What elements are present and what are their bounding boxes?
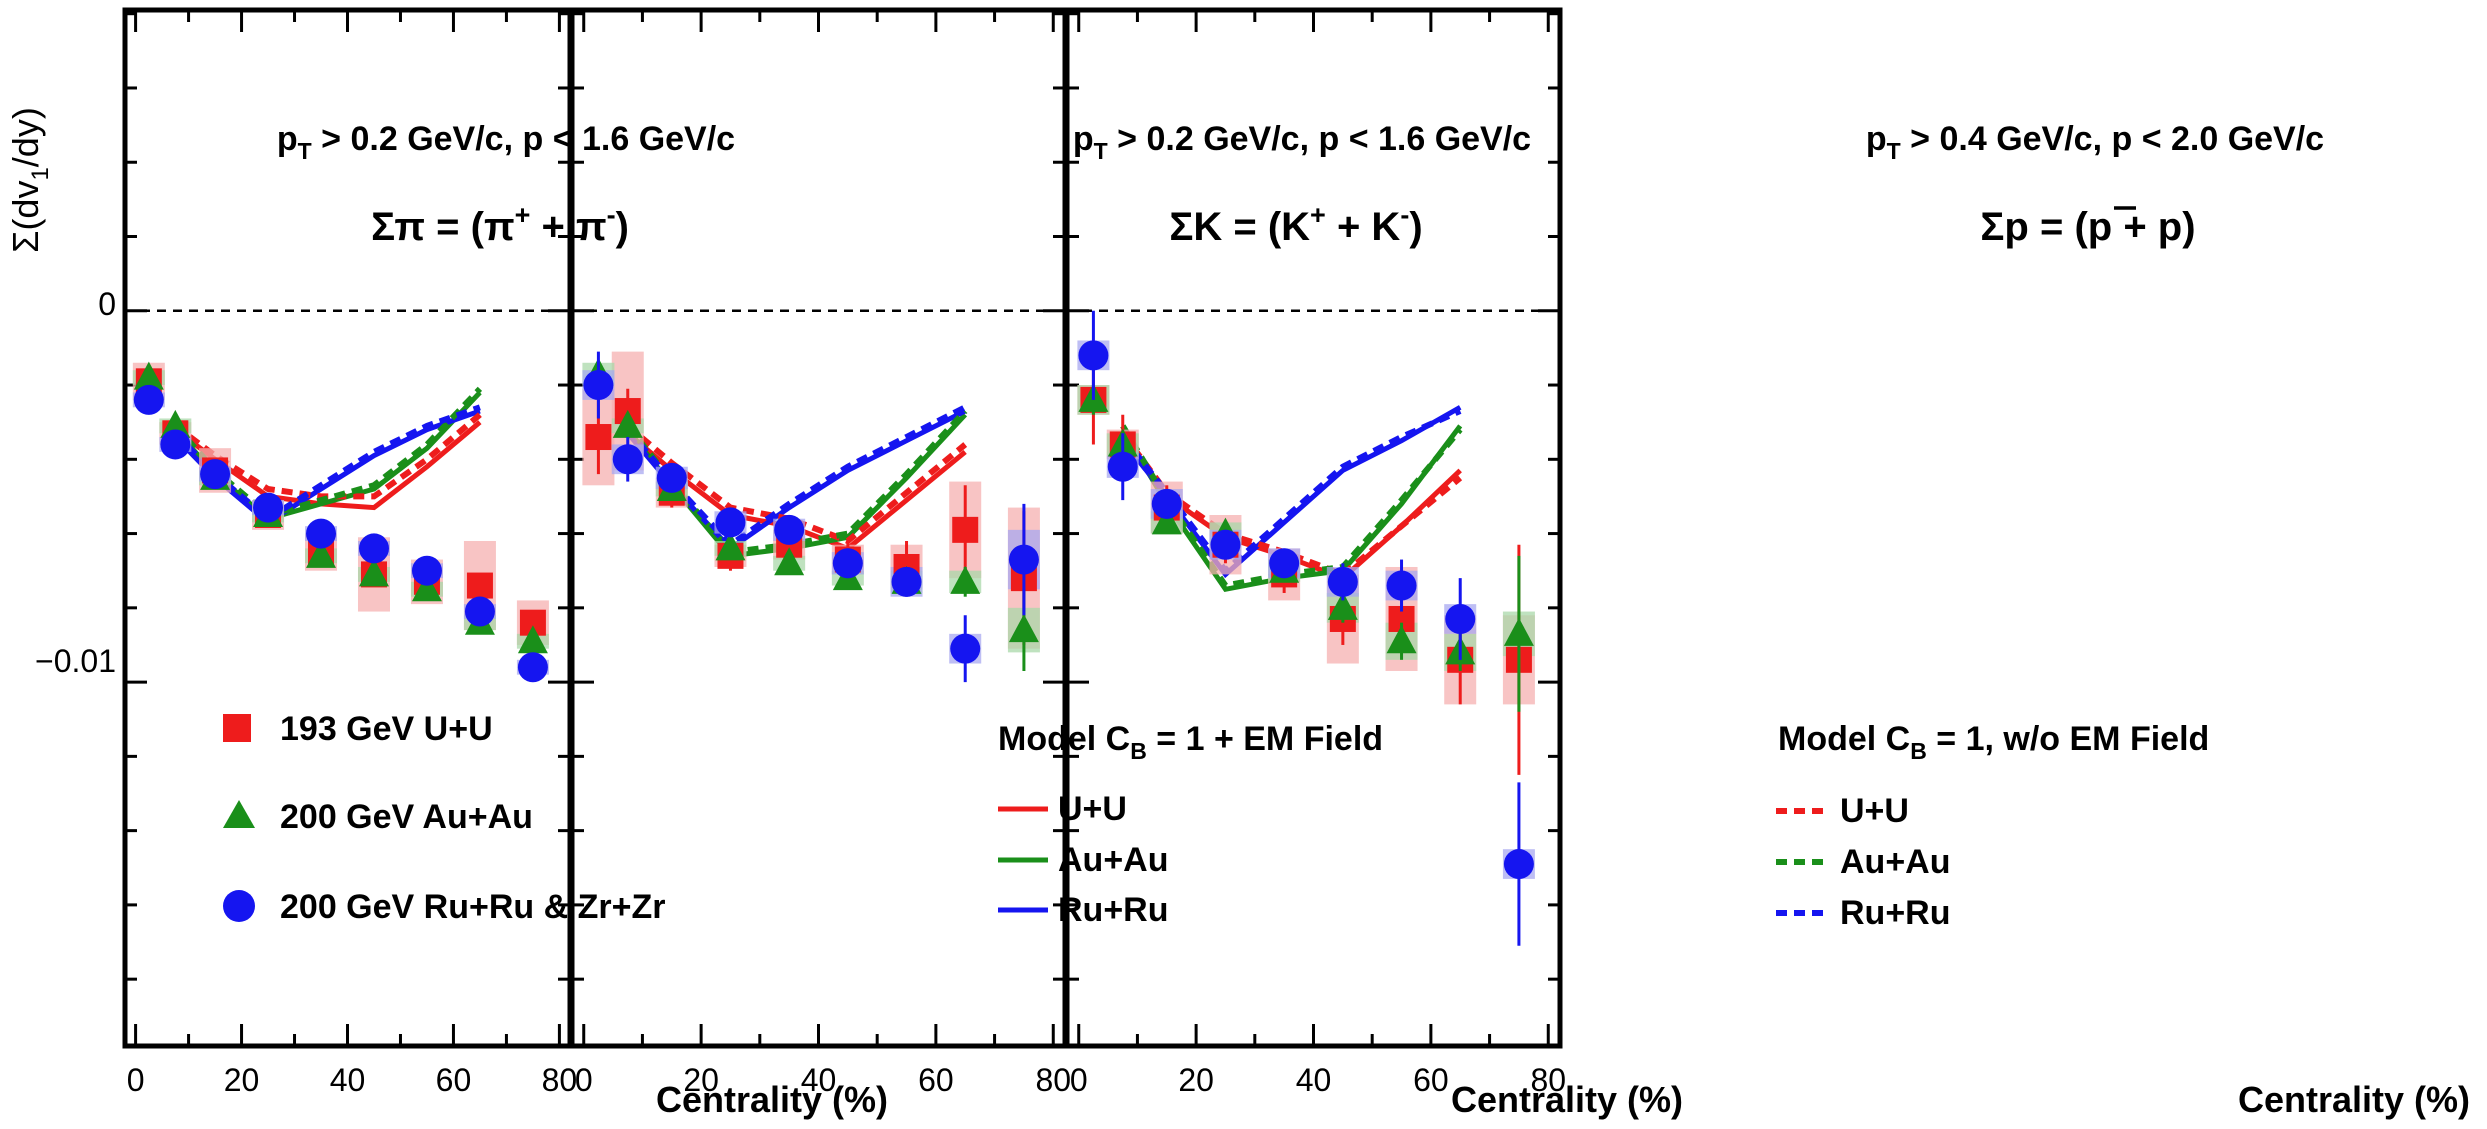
legend-auau-marker [223,800,255,828]
panel-2-cut-label: pT > 0.2 GeV/c, p < 1.6 GeV/c [1073,120,1531,164]
panel-proton: 0 20 40 60 80 [1064,7,1566,1098]
data-point-circle [160,429,191,460]
data-point-triangle [612,409,643,438]
x-tick-label: 0 [575,1062,593,1098]
data-point-circle [715,507,746,538]
data-point-circle [200,459,231,490]
data-point-circle [950,633,981,664]
data-point-triangle [715,532,746,561]
data-point-circle [1445,603,1476,634]
data-point-circle [253,492,284,523]
data-point-square [952,516,979,543]
data-point-circle [464,596,495,627]
data-point-circle [891,566,922,597]
data-point-circle [1107,451,1138,482]
panel-1-species-label: Σπ = (π+ + π-) [371,200,629,249]
data-point-circle [1008,544,1039,575]
x-axis-label-3: Centrality (%) [2238,1079,2470,1120]
data-point-triangle [133,361,164,390]
panel-2-species-label: ΣK = (K+ + K-) [1169,200,1422,249]
x-tick-label: 60 [436,1062,472,1098]
x-tick-label: 80 [1530,1062,1566,1098]
data-point-circle [1078,340,1109,371]
data-point-circle [1269,548,1300,579]
data-point-triangle [1151,506,1182,535]
legend-uu-marker [223,714,251,742]
data-point-triangle [950,565,981,594]
data-point-square [466,572,493,599]
legend-em-ruru-label: Ru+Ru [1058,891,1169,929]
panel-3-species-label: Σp = (p + p) [1980,205,2195,249]
x-tick-label: 60 [918,1062,954,1098]
y-tick-label-neg001: −0.01 [35,643,116,679]
data-point-circle [306,518,337,549]
data-point-circle [1327,566,1358,597]
data-point-circle [832,548,863,579]
data-point-circle [358,533,389,564]
legend-uu-label: 193 GeV U+U [280,710,493,748]
legend-noem-uu-label: U+U [1840,792,1909,830]
panel-1-cut-label: pT > 0.2 GeV/c, p < 1.6 GeV/c [277,120,735,164]
data-point-triangle [160,409,191,438]
pbar-label: p [2158,205,2182,249]
x-axis-label-1: Centrality (%) [656,1079,888,1120]
data-point-circle [411,555,442,586]
data-point-circle [1151,488,1182,519]
model-noem-line [173,412,482,500]
legend-auau-label: 200 GeV Au+Au [280,798,533,836]
data-point-triangle [774,547,805,576]
data-point-triangle [1327,591,1358,620]
x-tick-label: 80 [542,1062,578,1098]
x-tick-label: 40 [1296,1062,1332,1098]
panel-kaon: 0 20 40 60 80 [569,7,1071,1098]
data-point-circle [517,652,548,683]
data-point-circle [774,514,805,545]
data-point-circle [612,444,643,475]
data-point-triangle [1386,625,1417,654]
y-tick-label-0: 0 [98,286,116,322]
x-tick-label: 40 [801,1062,837,1098]
data-point-circle [583,370,614,401]
x-tick-label: 0 [1070,1062,1088,1098]
model-noem-line [625,404,967,549]
panel-3-cut-label: pT > 0.4 GeV/c, p < 2.0 GeV/c [1866,120,2324,164]
legend-noem-ruru-label: Ru+Ru [1840,894,1951,932]
y-axis-label: Σ(dv1/dy) [5,107,54,253]
data-point-square [585,424,612,451]
data-point-circle [1503,849,1534,880]
legend-em-uu-label: U+U [1058,790,1127,828]
x-tick-label: 20 [224,1062,260,1098]
data-point-circle [1210,529,1241,560]
legend-em-auau-label: Au+Au [1058,841,1169,879]
x-tick-label: 20 [683,1062,719,1098]
data-point-triangle [411,573,442,602]
x-axis-label-2: Centrality (%) [1451,1079,1683,1120]
data-point-circle [133,384,164,415]
data-point-circle [1386,570,1417,601]
legend-model-em-title: Model CB = 1 + EM Field [998,720,1383,764]
model-noem-line [1120,424,1463,589]
data-point-triangle [358,558,389,587]
legend-noem-auau-label: Au+Au [1840,843,1951,881]
data-point-triangle [306,539,337,568]
legend-ruru-label: 200 GeV Ru+Ru & Zr+Zr [280,888,665,926]
x-tick-label: 40 [330,1062,366,1098]
x-tick-label: 80 [1035,1062,1071,1098]
x-tick-label: 20 [1178,1062,1214,1098]
data-point-circle [656,462,687,493]
panel-pion: 0 20 40 60 80 [122,7,578,1098]
data-point-triangle [1008,614,1039,643]
legend-model-noem-title: Model CB = 1, w/o EM Field [1778,720,2209,764]
x-tick-label: 0 [127,1062,145,1098]
x-tick-label: 60 [1413,1062,1449,1098]
data-point-triangle [1503,617,1534,646]
data-point-triangle [517,625,548,654]
legend-ruru-marker [223,890,255,922]
